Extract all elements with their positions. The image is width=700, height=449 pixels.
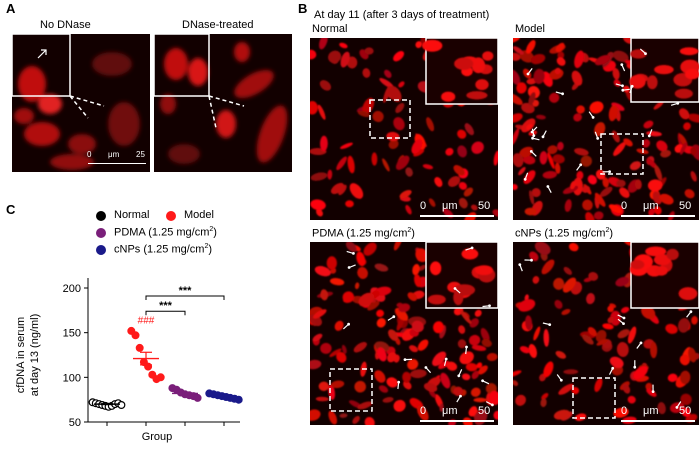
scalebar-cnps-unit: μm	[643, 405, 659, 417]
data-point-pdma	[193, 393, 202, 402]
legend-item-model: Model	[166, 209, 266, 223]
y-tick-label-50: 50	[69, 417, 81, 429]
scalebar-model-start: 0	[621, 200, 628, 212]
scalebar-a1-end: 25	[136, 150, 145, 159]
legend-item-pdma: PDMA (1.25 mg/cm2)	[96, 226, 306, 240]
legend-marker-normal	[96, 211, 106, 221]
scalebar-normal-unit: μm	[442, 200, 458, 212]
panel-b-title-model: Model	[515, 23, 545, 35]
y-axis-label-line2: at day 13 (ng/ml)	[29, 314, 41, 397]
scalebar-a1-bar	[88, 163, 146, 164]
data-point-model	[131, 331, 140, 340]
data-point-model	[156, 373, 165, 382]
scalebar-cnps-end: 50	[679, 405, 692, 417]
y-tick-label-150: 150	[63, 328, 81, 340]
panel-a-label: A	[6, 1, 16, 16]
data-point-normal	[117, 401, 126, 410]
scalebar-normal-end: 50	[478, 200, 491, 212]
scalebar-model-bar	[621, 215, 695, 217]
panel-b-label: B	[298, 1, 308, 16]
significance-pdma-bracket	[145, 310, 186, 316]
scalebar-model-end: 50	[679, 200, 692, 212]
micrograph-cnps: 0 μm 50	[513, 242, 699, 425]
legend-marker-pdma	[96, 228, 106, 238]
panel-a-title-dnase-treated: DNase-treated	[182, 19, 254, 31]
panel-b-title-pdma: PDMA (1.25 mg/cm2)	[312, 227, 415, 240]
scalebar-model-unit: μm	[643, 200, 659, 212]
micrograph-no-dnase: 0 μm 25	[12, 34, 150, 172]
scalebar-cnps-bar	[621, 420, 695, 422]
legend-item-cnps: cNPs (1.25 mg/cm2)	[96, 243, 306, 257]
chart-legend: Normal Model PDMA (1.25 mg/cm2) cNPs (1.…	[96, 209, 306, 273]
legend-marker-model	[166, 211, 176, 221]
scalebar-a1-start: 0	[87, 150, 92, 159]
panel-b-title-normal: Normal	[312, 23, 348, 35]
micrograph-dnase-treated	[154, 34, 292, 172]
y-tick-label-100: 100	[63, 372, 81, 384]
legend-item-normal: Normal	[96, 209, 196, 223]
scalebar-pdma-unit: μm	[442, 405, 458, 417]
scalebar-pdma-bar	[420, 420, 494, 422]
cfdna-scatter-chart: cfDNA in serum at day 13 (ng/ml) Group 5…	[15, 278, 243, 443]
micrograph-pdma: 0 μm 50	[310, 242, 498, 425]
x-axis-label: Group	[142, 431, 173, 443]
legend-marker-cnps	[96, 245, 106, 255]
significance-cnps-stars: ***	[179, 285, 193, 297]
data-point-cnps	[234, 395, 243, 404]
legend-label-cnps: cNPs (1.25 mg/cm2)	[114, 243, 213, 256]
y-tick-label-200: 200	[63, 283, 81, 295]
panel-c-label: C	[6, 202, 16, 217]
micrograph-normal-cells	[310, 38, 498, 220]
micrograph-normal: 0 μm 50	[310, 38, 498, 220]
micrograph-cnps-cells	[513, 242, 699, 424]
y-axis-label-line1: cfDNA in serum	[15, 317, 27, 393]
scalebar-cnps-start: 0	[621, 405, 628, 417]
scalebar-normal-bar	[420, 215, 494, 217]
scalebar-a1-unit: μm	[108, 150, 120, 159]
legend-label-model: Model	[184, 209, 214, 221]
legend-label-normal: Normal	[114, 209, 150, 221]
scalebar-pdma-end: 50	[478, 405, 491, 417]
scalebar-pdma-start: 0	[420, 405, 427, 417]
significance-pdma-stars: ***	[159, 300, 173, 312]
significance-cnps-bracket	[145, 295, 225, 301]
panel-b-heading: At day 11 (after 3 days of treatment)	[314, 9, 490, 21]
micrograph-model: 0 μm 50	[513, 38, 699, 220]
micrograph-pdma-cells	[310, 242, 498, 425]
legend-label-pdma: PDMA (1.25 mg/cm2)	[114, 226, 217, 239]
significance-vs-normal: ###	[138, 316, 155, 327]
data-point-model	[135, 343, 144, 352]
panel-a-title-no-dnase: No DNase	[40, 19, 91, 31]
micrograph-model-cells	[513, 38, 699, 220]
panel-b-title-cnps: cNPs (1.25 mg/cm2)	[515, 227, 614, 240]
scalebar-normal-start: 0	[420, 200, 427, 212]
